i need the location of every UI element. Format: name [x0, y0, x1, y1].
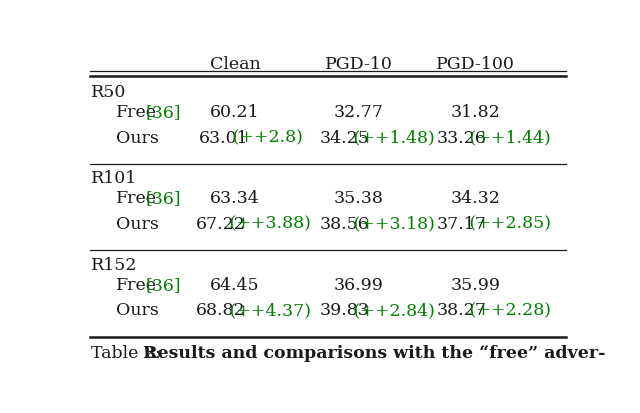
Text: PGD-10: PGD-10 [325, 57, 393, 74]
Text: (++3.88): (++3.88) [224, 216, 310, 233]
Text: 33.26: 33.26 [436, 130, 486, 147]
Text: 37.17: 37.17 [436, 216, 486, 233]
Text: Ours: Ours [116, 302, 159, 319]
Text: (++2.84): (++2.84) [348, 302, 435, 319]
Text: Free: Free [116, 190, 157, 207]
Text: (++3.18): (++3.18) [348, 216, 435, 233]
Text: (++1.48): (++1.48) [348, 130, 435, 147]
Text: 32.77: 32.77 [334, 104, 384, 121]
Text: [36]: [36] [145, 190, 180, 207]
Text: 35.99: 35.99 [451, 277, 500, 294]
Text: 31.82: 31.82 [451, 104, 500, 121]
Text: 67.22: 67.22 [196, 216, 246, 233]
Text: (++2.85): (++2.85) [464, 216, 551, 233]
Text: 38.27: 38.27 [436, 302, 486, 319]
Text: Ours: Ours [116, 130, 159, 147]
Text: 36.99: 36.99 [334, 277, 384, 294]
Text: (++4.37): (++4.37) [224, 302, 311, 319]
Text: [36]: [36] [145, 277, 180, 294]
Text: 63.34: 63.34 [210, 190, 260, 207]
Text: (++1.44): (++1.44) [464, 130, 551, 147]
Text: 63.01: 63.01 [199, 130, 248, 147]
Text: Free: Free [116, 277, 157, 294]
Text: 68.82: 68.82 [196, 302, 246, 319]
Text: Results and comparisons with the “free” adver-: Results and comparisons with the “free” … [143, 345, 605, 362]
Text: 60.21: 60.21 [210, 104, 260, 121]
Text: 38.56: 38.56 [320, 216, 370, 233]
Text: Ours: Ours [116, 216, 159, 233]
Text: 34.32: 34.32 [451, 190, 500, 207]
Text: (++2.8): (++2.8) [227, 130, 303, 147]
Text: R152: R152 [91, 256, 138, 274]
Text: R50: R50 [91, 84, 126, 101]
Text: PGD-100: PGD-100 [436, 57, 515, 74]
Text: 64.45: 64.45 [210, 277, 260, 294]
Text: R101: R101 [91, 171, 137, 188]
Text: Free: Free [116, 104, 157, 121]
Text: 34.25: 34.25 [320, 130, 370, 147]
Text: [36]: [36] [145, 104, 180, 121]
Text: Clean: Clean [210, 57, 260, 74]
Text: 39.83: 39.83 [320, 302, 370, 319]
Text: (++2.28): (++2.28) [464, 302, 551, 319]
Text: Table 2:: Table 2: [91, 345, 166, 362]
Text: 35.38: 35.38 [334, 190, 384, 207]
